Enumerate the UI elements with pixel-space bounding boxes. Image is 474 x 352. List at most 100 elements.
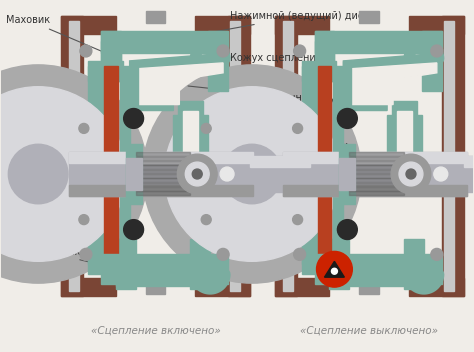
Bar — [301, 225, 331, 239]
Circle shape — [222, 144, 282, 204]
Bar — [275, 16, 297, 296]
Bar — [392, 101, 417, 190]
Circle shape — [292, 215, 302, 225]
Bar — [88, 66, 108, 264]
Circle shape — [201, 124, 211, 133]
Bar — [409, 16, 464, 34]
Bar — [183, 111, 198, 180]
Bar — [250, 156, 310, 167]
Text: Первичный вал
КОРОБКИ ПЕРЕДАЧ: Первичный вал КОРОБКИ ПЕРЕДАЧ — [173, 190, 329, 212]
Bar — [387, 115, 422, 175]
Polygon shape — [349, 63, 437, 105]
Bar — [136, 165, 190, 169]
Bar — [101, 31, 228, 53]
Bar — [339, 144, 356, 204]
Bar — [329, 271, 424, 286]
Text: Диафрагменная пружина: Диафрагменная пружина — [188, 86, 363, 103]
Bar — [275, 16, 329, 34]
Bar — [315, 41, 335, 76]
Bar — [136, 157, 190, 160]
Bar — [399, 120, 409, 170]
Bar — [349, 178, 404, 182]
Circle shape — [192, 169, 202, 179]
Polygon shape — [343, 53, 442, 111]
Bar — [283, 152, 466, 196]
Circle shape — [185, 162, 209, 186]
Bar — [88, 225, 118, 239]
Bar — [250, 156, 310, 192]
Text: Нажимной (ведущий) диск: Нажимной (ведущий) диск — [166, 11, 369, 40]
Bar — [329, 239, 349, 289]
Bar — [301, 66, 321, 264]
Bar — [301, 239, 337, 274]
Circle shape — [337, 108, 357, 128]
Circle shape — [406, 169, 416, 179]
Circle shape — [217, 45, 229, 57]
Bar — [339, 158, 356, 190]
Bar — [136, 178, 190, 182]
Circle shape — [80, 45, 92, 57]
Circle shape — [124, 220, 144, 239]
Bar — [61, 16, 116, 34]
Bar — [283, 21, 292, 291]
Bar — [442, 16, 464, 296]
Text: «Сцепление выключено»: «Сцепление выключено» — [300, 326, 438, 336]
Bar — [349, 183, 404, 187]
Circle shape — [220, 167, 234, 181]
Bar — [69, 152, 253, 196]
Bar — [101, 31, 121, 81]
Circle shape — [177, 154, 217, 194]
Text: Коленвал: Коленвал — [6, 122, 66, 144]
Circle shape — [80, 249, 92, 260]
Circle shape — [9, 144, 68, 204]
Bar — [315, 254, 442, 284]
Circle shape — [399, 162, 423, 186]
Circle shape — [331, 268, 337, 274]
Text: Ведомый диск: Ведомый диск — [6, 246, 118, 269]
Bar — [88, 239, 123, 274]
Bar — [349, 187, 404, 191]
Circle shape — [292, 124, 302, 133]
Bar — [69, 152, 253, 163]
Polygon shape — [129, 53, 228, 111]
Bar — [464, 156, 474, 192]
Polygon shape — [325, 261, 345, 277]
Bar — [195, 16, 250, 34]
Bar — [230, 21, 240, 291]
Bar — [349, 165, 404, 169]
Bar — [283, 152, 466, 163]
Circle shape — [0, 87, 126, 261]
Bar — [359, 279, 379, 294]
Circle shape — [434, 167, 448, 181]
Bar — [422, 31, 442, 91]
Bar — [349, 170, 404, 173]
Bar — [397, 111, 412, 180]
Text: «Сцепление включено»: «Сцепление включено» — [91, 326, 220, 336]
Circle shape — [201, 215, 211, 225]
Bar — [136, 170, 190, 173]
Bar — [101, 41, 121, 76]
Bar — [136, 183, 190, 187]
Circle shape — [391, 154, 431, 194]
Bar — [61, 278, 116, 296]
Circle shape — [431, 45, 443, 57]
Circle shape — [124, 108, 144, 128]
Circle shape — [79, 215, 89, 225]
Bar — [136, 174, 190, 178]
Circle shape — [79, 124, 89, 133]
Bar — [464, 156, 474, 167]
Bar — [359, 11, 379, 23]
Bar — [228, 16, 250, 296]
Bar — [136, 187, 190, 191]
Circle shape — [294, 45, 306, 57]
Bar — [116, 239, 136, 289]
Bar — [126, 158, 142, 190]
Bar — [120, 66, 129, 264]
Text: Маховик: Маховик — [6, 15, 110, 55]
Bar — [61, 16, 83, 296]
Bar — [136, 191, 190, 195]
Circle shape — [317, 251, 352, 287]
Bar — [404, 239, 424, 289]
Bar — [275, 278, 329, 296]
Circle shape — [143, 65, 361, 283]
